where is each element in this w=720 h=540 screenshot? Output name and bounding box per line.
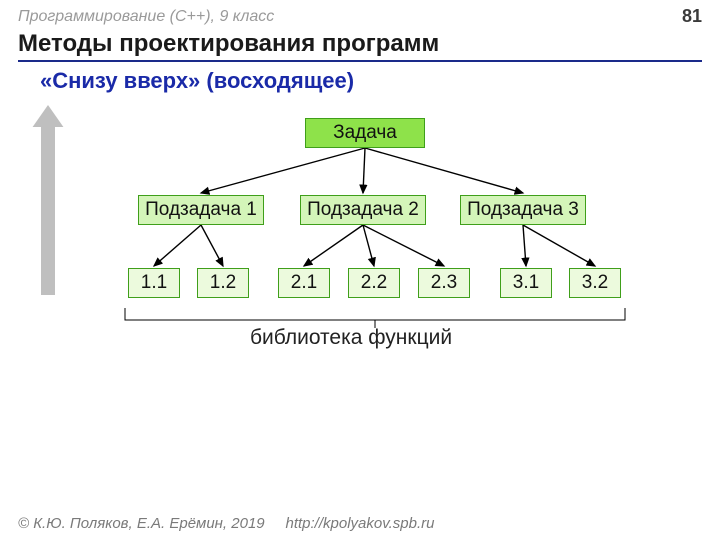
node-s1: Подзадача 1: [138, 195, 264, 225]
node-root: Задача: [305, 118, 425, 148]
footer-copyright: © К.Ю. Поляков, Е.А. Ерёмин, 2019: [18, 515, 265, 532]
node-l32: 3.2: [569, 268, 621, 298]
page-subtitle: «Снизу вверх» (восходящее): [40, 68, 354, 94]
node-l23: 2.3: [418, 268, 470, 298]
node-l31: 3.1: [500, 268, 552, 298]
node-l22: 2.2: [348, 268, 400, 298]
footer-link: http://kpolyakov.spb.ru: [285, 515, 434, 532]
node-s3: Подзадача 3: [460, 195, 586, 225]
node-l11: 1.1: [128, 268, 180, 298]
footer: © К.Ю. Поляков, Е.А. Ерёмин, 2019 http:/…: [18, 515, 434, 532]
library-label: библиотека функций: [250, 326, 452, 350]
page-title: Методы проектирования программ: [18, 30, 702, 62]
node-s2: Подзадача 2: [300, 195, 426, 225]
node-l21: 2.1: [278, 268, 330, 298]
breadcrumb: Программирование (C++), 9 класс: [18, 8, 274, 26]
page-number: 81: [682, 6, 702, 27]
node-l12: 1.2: [197, 268, 249, 298]
